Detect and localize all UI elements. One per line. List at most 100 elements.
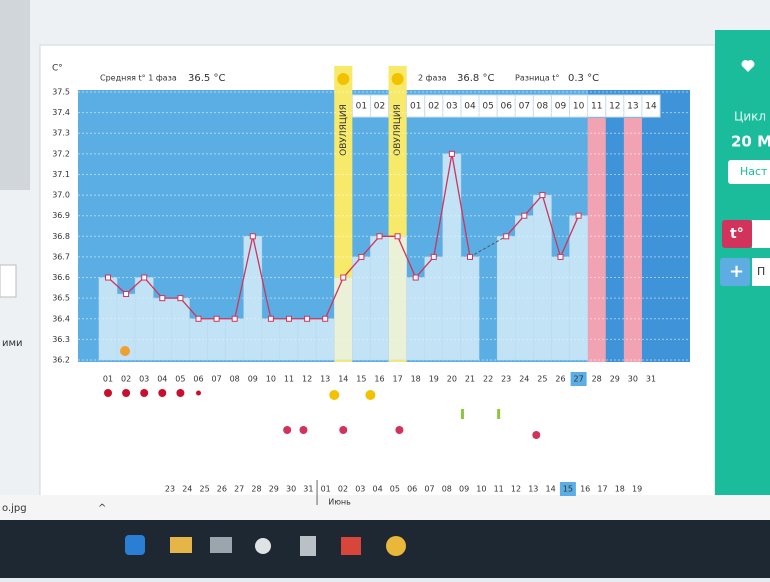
heart-icon — [532, 431, 541, 439]
temp-button-text: t° — [730, 226, 744, 242]
luteal-day: 08 — [537, 102, 549, 112]
x-tick-label: 09 — [248, 375, 258, 384]
temp-button[interactable] — [722, 220, 752, 248]
x-tick-label: 13 — [320, 375, 330, 384]
add-button[interactable] — [720, 258, 750, 286]
phase2-value: 36.8 °C — [457, 73, 494, 84]
calc-icon[interactable] — [300, 536, 316, 556]
edge-icon[interactable] — [125, 535, 145, 555]
temp-bar — [334, 277, 353, 361]
settings-button[interactable] — [728, 160, 770, 184]
app-icon[interactable] — [210, 537, 232, 553]
temp-bar — [515, 215, 534, 361]
calendar-date: 14 — [546, 485, 556, 494]
temp-bar — [153, 297, 172, 361]
temp-bar — [569, 215, 588, 361]
calendar-date: 19 — [632, 485, 642, 494]
test-icon — [497, 409, 501, 419]
luteal-day: 03 — [446, 102, 457, 112]
x-tick-label: 24 — [519, 375, 529, 384]
x-tick-label: 01 — [103, 375, 113, 384]
temp-point — [141, 274, 148, 281]
ovulation-label: ОВУЛЯЦИЯ — [393, 104, 403, 156]
pink-column — [587, 118, 606, 362]
diff-label: Разница t° — [515, 74, 559, 83]
download-file[interactable]: o.jpg — [2, 503, 27, 514]
heart-icon — [283, 426, 292, 434]
temp-bar — [442, 153, 462, 361]
x-tick-label: 12 — [302, 375, 312, 384]
drop-icon — [122, 389, 131, 397]
left-label: ими — [2, 338, 23, 349]
calendar-date: 02 — [338, 485, 348, 494]
luteal-day: 05 — [482, 102, 493, 112]
calendar-date: 30 — [286, 485, 296, 494]
temp-bar — [171, 297, 190, 361]
temp-bar — [98, 277, 118, 361]
y-tick-label: 37.0 — [52, 191, 70, 200]
calendar-date: 31 — [303, 485, 313, 494]
calendar-date: 28 — [251, 485, 261, 494]
cycle-label: Цикл — [734, 110, 766, 124]
shield-icon[interactable] — [341, 537, 361, 555]
chrome-icon[interactable] — [386, 536, 406, 556]
drop-icon — [158, 389, 167, 397]
taskbar — [0, 520, 770, 578]
x-tick-label: 18 — [411, 375, 421, 384]
explorer-icon[interactable] — [170, 537, 192, 553]
temp-point — [304, 315, 311, 322]
x-tick-label: 20 — [447, 375, 457, 384]
luteal-day: 06 — [500, 102, 512, 112]
x-tick-label: 14 — [338, 375, 348, 384]
left-box — [0, 264, 17, 298]
download-arrow[interactable]: ^ — [98, 503, 106, 514]
ovulation-dot — [337, 73, 350, 85]
left-edge — [0, 0, 30, 190]
add-label-bg — [752, 258, 770, 286]
temp-point — [412, 274, 419, 281]
sun-icon — [329, 390, 340, 400]
y-tick-label: 37.1 — [52, 170, 70, 179]
temp-point — [195, 315, 202, 322]
calendar-date: 12 — [511, 485, 521, 494]
calendar-date: 29 — [269, 485, 279, 494]
temp-point — [503, 233, 510, 240]
x-tick-label: 08 — [230, 375, 240, 384]
x-tick-label: 25 — [537, 375, 547, 384]
x-tick-label: 31 — [646, 375, 656, 384]
y-tick-label: 37.3 — [52, 129, 70, 138]
drop-icon — [196, 390, 201, 396]
luteal-day: 01 — [356, 102, 367, 112]
temp-bar — [261, 318, 281, 361]
calendar-date: 25 — [200, 485, 210, 494]
x-tick-label: 16 — [374, 375, 384, 384]
temp-bar — [352, 256, 371, 361]
x-tick-label: 21 — [465, 375, 475, 384]
calendar-date: 01 — [321, 485, 331, 494]
luteal-day: 02 — [428, 102, 439, 112]
ovulation-label: ОВУЛЯЦИЯ — [339, 104, 349, 156]
temp-bar — [279, 318, 299, 361]
calendar-date: 08 — [442, 485, 452, 494]
temp-point — [467, 253, 473, 260]
luteal-day: 10 — [573, 102, 585, 112]
add-button-text: + — [729, 261, 744, 282]
luteal-day: 14 — [645, 102, 657, 112]
x-tick-label: 22 — [483, 375, 493, 384]
calendar-date: 24 — [182, 485, 192, 494]
temp-point — [557, 253, 564, 260]
settings-icon[interactable] — [255, 538, 271, 554]
x-tick-label: 28 — [592, 375, 602, 384]
heart-icon[interactable] — [741, 60, 755, 72]
luteal-day: 04 — [464, 102, 476, 112]
x-tick-label: 29 — [610, 375, 620, 384]
luteal-day: 09 — [555, 102, 567, 112]
luteal-day: 11 — [591, 102, 602, 112]
phase1-value: 36.5 °C — [188, 73, 225, 84]
today-box — [570, 372, 587, 386]
x-tick-label: 04 — [157, 375, 167, 384]
temp-point — [286, 315, 292, 322]
month-label: Июнь — [328, 498, 351, 507]
temp-point — [322, 315, 329, 322]
